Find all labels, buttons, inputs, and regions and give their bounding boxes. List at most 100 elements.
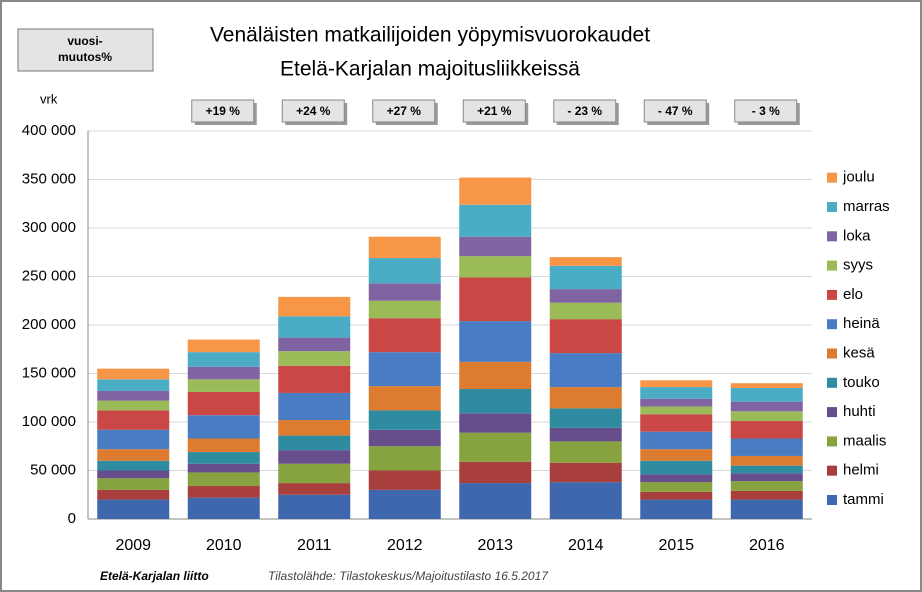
- bar-segment: [549, 408, 622, 428]
- bar-segment: [459, 432, 532, 462]
- bar-segment: [187, 339, 260, 353]
- bar-segment: [549, 387, 622, 409]
- x-tick-label: 2013: [477, 537, 513, 554]
- bar-segment: [278, 351, 351, 366]
- bar-segment: [97, 368, 170, 380]
- bar-segment: [459, 204, 532, 237]
- bar-segment: [278, 435, 351, 451]
- bar-segment: [187, 472, 260, 487]
- bar-segment: [640, 491, 713, 500]
- bar-segment: [549, 302, 622, 320]
- bar-segment: [187, 415, 260, 439]
- bar-segment: [278, 392, 351, 421]
- bar-segment: [278, 316, 351, 338]
- legend-label: tammi: [843, 491, 884, 508]
- bar-segment: [549, 441, 622, 463]
- y-tick-label: 50 000: [30, 461, 76, 478]
- bar-segment: [459, 177, 532, 205]
- bar-segment: [368, 283, 441, 301]
- bar-segment: [730, 465, 803, 474]
- bar-segment: [97, 429, 170, 450]
- legend-label: touko: [843, 374, 880, 391]
- bar-segment: [549, 427, 622, 442]
- bar-segment: [640, 406, 713, 415]
- legend-swatch: [827, 289, 837, 300]
- bar-segment: [97, 390, 170, 401]
- bar-segment: [730, 455, 803, 466]
- x-tick-label: 2009: [115, 537, 151, 554]
- legend-swatch: [827, 495, 837, 505]
- bar-segment: [730, 481, 803, 491]
- bar-segment: [549, 482, 622, 519]
- bar-segment: [187, 452, 260, 464]
- bar-segment: [459, 256, 532, 278]
- bar-segment: [187, 366, 260, 380]
- legend-swatch: [827, 465, 837, 476]
- bar-segment: [459, 361, 532, 390]
- bar-segment: [368, 446, 441, 471]
- annotation-box: [372, 99, 436, 123]
- bar-segment: [640, 414, 713, 432]
- annotation: - 23 %: [567, 104, 602, 118]
- annotation: +27 %: [387, 104, 422, 118]
- bar-segment: [278, 420, 351, 436]
- bar-segment: [368, 386, 441, 411]
- y-tick-label: 250 000: [22, 267, 76, 284]
- bar-segment: [278, 450, 351, 464]
- bar-segment: [187, 486, 260, 498]
- legend-label: huhti: [843, 403, 876, 420]
- annotation: - 3 %: [752, 104, 780, 118]
- x-tick-label: 2014: [568, 537, 604, 554]
- footer-source: Tilastolähde: Tilastokeskus/Majoitustila…: [268, 569, 549, 583]
- bar-segment: [97, 499, 170, 519]
- bar-segment: [278, 494, 351, 519]
- legend-label: marras: [843, 198, 890, 215]
- bar-segment: [640, 449, 713, 461]
- bar-segment: [640, 460, 713, 475]
- bar-segment: [459, 321, 532, 362]
- annotation: - 47 %: [658, 104, 693, 118]
- bar-segment: [549, 319, 622, 354]
- bar-segment: [368, 410, 441, 430]
- bar-segment: [368, 470, 441, 490]
- legend-label: syys: [843, 257, 873, 274]
- annotation: +19 %: [206, 104, 241, 118]
- y-tick-label: 0: [68, 510, 76, 527]
- bar-segment: [730, 421, 803, 439]
- legend-label: elo: [843, 286, 863, 303]
- bar-segment: [278, 337, 351, 352]
- annotation-box: [281, 99, 345, 123]
- annotation: +24 %: [296, 104, 331, 118]
- bar-segment: [187, 497, 260, 519]
- y-tick-label: 150 000: [22, 364, 76, 381]
- legend-swatch: [827, 348, 837, 359]
- bar-segment: [640, 380, 713, 388]
- annotation-box: [462, 99, 526, 123]
- bar-segment: [640, 474, 713, 483]
- bar-segment: [459, 413, 532, 433]
- change-box: [17, 28, 154, 72]
- bar-segment: [278, 463, 351, 484]
- bar-segment: [730, 490, 803, 500]
- change-box-label: muutos%: [58, 50, 112, 64]
- legend-label: helmi: [843, 462, 879, 479]
- legend-swatch: [827, 436, 837, 447]
- x-tick-label: 2015: [658, 537, 694, 554]
- bar-segment: [640, 431, 713, 450]
- x-tick-label: 2011: [297, 537, 332, 554]
- bar-segment: [97, 460, 170, 471]
- y-tick-label: 350 000: [22, 170, 76, 187]
- bar-segment: [459, 461, 532, 484]
- bar-segment: [278, 296, 351, 317]
- legend-swatch: [827, 377, 837, 388]
- y-axis-label: vrk: [40, 91, 58, 106]
- x-tick-label: 2010: [206, 537, 242, 554]
- bar-segment: [97, 478, 170, 490]
- legend-swatch: [827, 172, 837, 183]
- annotation-box: [734, 99, 798, 123]
- bar-segment: [368, 352, 441, 387]
- chart-title: Venäläisten matkailijoiden yöpymisvuorok…: [210, 24, 650, 47]
- legend-swatch: [827, 202, 837, 212]
- legend-label: maalis: [843, 432, 886, 449]
